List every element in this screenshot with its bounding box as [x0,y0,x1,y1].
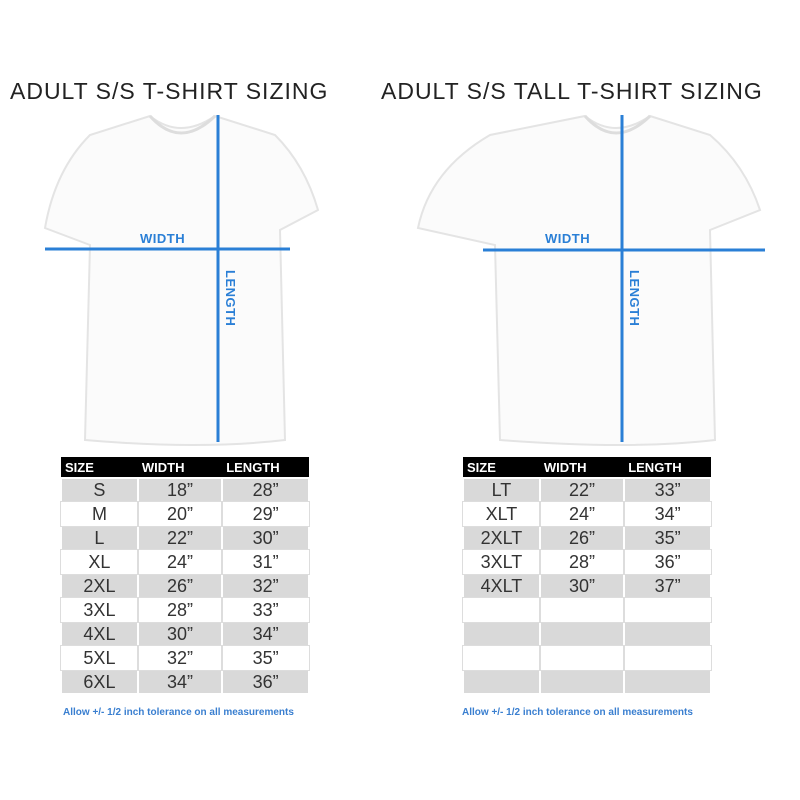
tshirt-image-tall [416,114,765,446]
table-cell [623,597,712,623]
table-cell: 28” [136,597,224,623]
width-label: WIDTH [140,231,186,246]
table-cell: 2XL [60,573,139,599]
table-cell: 6XL [60,669,139,695]
table-cell [623,621,712,647]
table-cell: 24” [538,501,626,527]
table-cell: 34” [623,501,712,527]
table-cell: 3XL [60,597,139,623]
table-row: 4XL 30” 34” [60,621,310,647]
table-cell [462,621,541,647]
table-row: 3XL 28” 33” [60,597,310,623]
table-cell: 36” [623,549,712,575]
table-row: M 20” 29” [60,501,310,527]
table-cell: 4XLT [462,573,541,599]
table-row: 4XLT 30” 37” [462,573,712,599]
table-row: XL 24” 31” [60,549,310,575]
table-cell: 22” [538,477,626,503]
table-cell: 35” [623,525,712,551]
table-cell: 33” [221,597,310,623]
length-label: LENGTH [627,270,642,327]
table-cell: 33” [623,477,712,503]
table-cell: 29” [221,501,310,527]
table-row: XLT 24” 34” [462,501,712,527]
table-row [462,597,712,623]
table-cell: 22” [136,525,224,551]
length-label: LENGTH [223,270,238,327]
table-row: LT 22” 33” [462,477,712,503]
table-cell: 4XL [60,621,139,647]
table-cell [538,621,626,647]
table-cell: 2XLT [462,525,541,551]
table-row: 6XL 34” 36” [60,669,310,695]
table-row [462,621,712,647]
table-row: S 18” 28” [60,477,310,503]
table-cell: L [60,525,139,551]
table-row [462,645,712,671]
column-header: SIZE [61,457,138,478]
table-cell [462,597,541,623]
table-cell: 35” [221,645,310,671]
size-table-tall: SIZE WIDTH LENGTH LT 22” 33” XLT 24” 34” 2XLT 26” 3… [462,457,712,695]
table-row: L 22” 30” [60,525,310,551]
table-cell [538,669,626,695]
tolerance-note: Allow +/- 1/2 inch tolerance on all meas… [462,707,693,718]
table-cell: XL [60,549,139,575]
table-cell: 5XL [60,645,139,671]
table-cell: S [60,477,139,503]
table-cell: LT [462,477,541,503]
width-label: WIDTH [545,231,591,246]
column-header: WIDTH [539,457,625,478]
table-cell: 28” [221,477,310,503]
table-cell: 31” [221,549,310,575]
table-cell: 30” [136,621,224,647]
tshirt-image-regular [43,114,320,446]
table-row: 5XL 32” 35” [60,645,310,671]
table-cell: 37” [623,573,712,599]
size-table-regular: SIZE WIDTH LENGTH S 18” 28” M 20” 29” L 22” 30” XL 24… [60,457,310,695]
table-cell: 3XLT [462,549,541,575]
tolerance-note: Allow +/- 1/2 inch tolerance on all meas… [63,707,294,718]
table-header-row: SIZE WIDTH LENGTH [61,457,309,478]
table-cell [623,645,712,671]
column-header: SIZE [463,457,540,478]
column-header: WIDTH [137,457,223,478]
table-cell [623,669,712,695]
table-row: 2XLT 26” 35” [462,525,712,551]
table-cell: 18” [136,477,224,503]
table-cell: 32” [221,573,310,599]
table-cell: 30” [221,525,310,551]
table-cell: 36” [221,669,310,695]
table-cell: 26” [538,525,626,551]
column-header: LENGTH [222,457,309,478]
table-cell: 28” [538,549,626,575]
regular-title: ADULT S/S T-SHIRT SIZING [10,78,329,104]
table-cell: 32” [136,645,224,671]
table-cell: M [60,501,139,527]
table-row: 2XL 26” 32” [60,573,310,599]
table-cell: XLT [462,501,541,527]
table-header-row: SIZE WIDTH LENGTH [463,457,711,478]
table-cell: 26” [136,573,224,599]
column-header: LENGTH [624,457,711,478]
table-row [462,669,712,695]
tall-title: ADULT S/S TALL T-SHIRT SIZING [381,78,763,104]
table-cell: 24” [136,549,224,575]
table-cell: 34” [136,669,224,695]
table-cell [462,645,541,671]
table-cell: 20” [136,501,224,527]
table-cell [538,645,626,671]
table-cell [538,597,626,623]
table-row: 3XLT 28” 36” [462,549,712,575]
table-cell: 30” [538,573,626,599]
table-cell [462,669,541,695]
table-cell: 34” [221,621,310,647]
